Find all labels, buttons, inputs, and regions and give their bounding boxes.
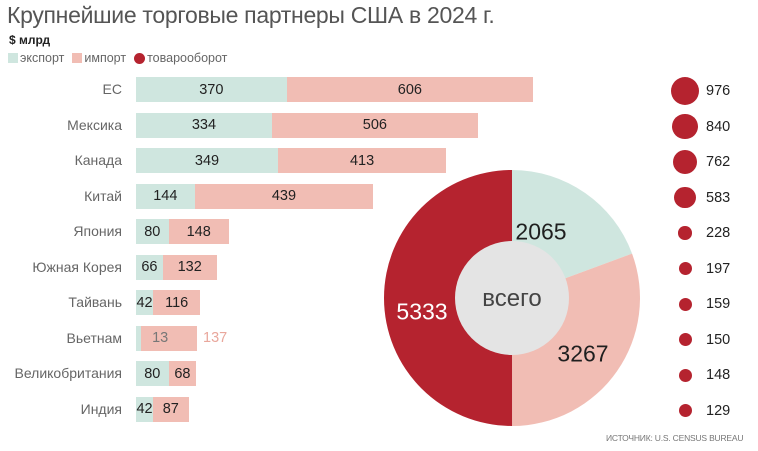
category-label: Вьетнам: [66, 329, 122, 346]
donut-center-label: всего: [482, 285, 542, 312]
export-bar: 80: [136, 219, 169, 244]
turnover-value: 197: [706, 260, 731, 277]
export-bar: 370: [136, 77, 287, 102]
category-label: Южная Корея: [32, 258, 122, 275]
import-bar: 13: [141, 325, 198, 351]
import-bar: 148: [168, 219, 229, 244]
bar-row: Канада 349 413: [0, 148, 758, 173]
export-bar: 42: [136, 290, 154, 315]
bar-row: Тайвань 42 116: [0, 290, 758, 315]
bar-row: Великобритания 80 68: [0, 361, 758, 386]
donut-slice-label: 5333: [396, 298, 448, 325]
legend-label-import: импорт: [84, 51, 127, 65]
turnover-bubble: [674, 186, 696, 209]
export-bar: 42: [136, 396, 154, 422]
bar-row: ЕС 370 606: [0, 77, 758, 102]
export-bar: 144: [136, 183, 195, 209]
bar-row: Мексика 334 506: [0, 112, 758, 138]
category-label: Индия: [80, 400, 122, 417]
export-bar: 334: [136, 112, 272, 138]
turnover-bubble: [678, 262, 692, 275]
turnover-value: 840: [706, 118, 731, 135]
import-bar: 68: [168, 361, 197, 386]
category-label: Япония: [73, 223, 122, 239]
category-label: Канада: [74, 152, 122, 168]
turnover-value: 150: [706, 331, 731, 348]
chart-title: Крупнейшие торговые партнеры США в 2024 …: [7, 2, 495, 28]
legend-label-turnover: товарооборот: [147, 51, 228, 65]
import-bar: 116: [153, 290, 201, 315]
bar-row: Китай 144 439: [0, 183, 758, 209]
import-bar: 413: [278, 148, 447, 173]
turnover-value: 583: [706, 189, 731, 206]
source-note: ИСТОЧНИК: U.S. CENSUS BUREAU: [606, 433, 744, 443]
turnover-bubble: [671, 77, 699, 105]
import-bar: 506: [271, 112, 478, 138]
bar-row: Япония 80 148: [0, 219, 758, 244]
import-bar: 132: [162, 254, 217, 280]
category-label: ЕС: [102, 81, 122, 97]
donut-slice: [384, 170, 513, 426]
export-swatch-icon: [8, 53, 18, 63]
turnover-value: 129: [706, 402, 731, 419]
turnover-bubble: [678, 226, 692, 240]
donut-slice-label: 2065: [515, 218, 567, 245]
turnover-bubble: [678, 404, 692, 417]
export-bar: 80: [136, 361, 169, 386]
turnover-value: 159: [706, 296, 731, 312]
import-swatch-icon: [72, 53, 83, 63]
import-bar: 87: [153, 396, 189, 422]
export-value: 13: [152, 330, 169, 346]
turnover-bubble: [678, 297, 692, 311]
turnover-value: 762: [706, 154, 731, 170]
category-label: Великобритания: [14, 365, 122, 381]
turnover-value: 228: [706, 225, 731, 241]
legend-item-export: экспорт: [8, 51, 64, 65]
bar-row: Южная Корея 66 132: [0, 254, 758, 280]
category-label: Мексика: [67, 116, 122, 133]
bar-row: Вьетнам 137 13: [0, 325, 758, 351]
export-bar: 66: [136, 254, 163, 280]
turnover-bubble: [678, 368, 692, 382]
import-bar: 606: [286, 77, 534, 102]
turnover-bubble: [672, 149, 698, 175]
turnover-value: 148: [706, 367, 731, 383]
bar-row: Индия 42 87: [0, 396, 758, 422]
category-label: Китай: [84, 187, 122, 204]
legend: экспорт импорт товарооборот: [8, 51, 227, 65]
legend-item-turnover: товарооборот: [134, 51, 227, 65]
turnover-bubble: [672, 113, 698, 140]
export-bar: 349: [136, 148, 279, 173]
donut-slice-label: 3267: [557, 340, 609, 367]
import-bar: 439: [194, 183, 374, 209]
unit-label: $ млрд: [9, 33, 51, 47]
turnover-bubble: [678, 333, 692, 346]
turnover-value: 976: [706, 83, 731, 99]
import-value: 137: [203, 329, 228, 346]
legend-label-export: экспорт: [20, 51, 65, 65]
category-label: Тайвань: [68, 294, 122, 310]
turnover-dot-icon: [134, 52, 146, 64]
legend-item-import: импорт: [72, 51, 126, 65]
donut-center: [455, 241, 569, 355]
export-bar: [136, 325, 142, 351]
